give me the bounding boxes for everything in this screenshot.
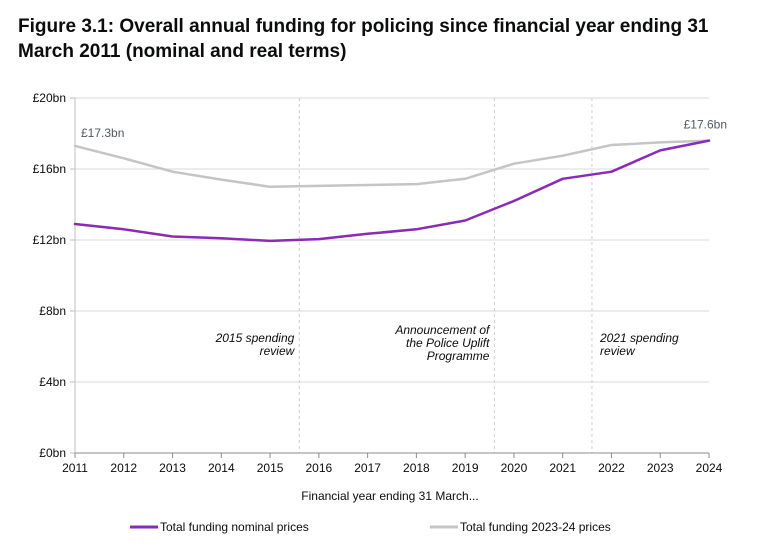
y-tick-label: £20bn	[33, 91, 66, 105]
legend: Total funding nominal prices Total fundin…	[130, 520, 611, 534]
x-tick-label: 2022	[598, 461, 625, 475]
x-tick-label: 2015	[257, 461, 284, 475]
annotation-text: 2021 spending	[599, 331, 679, 345]
x-tick-label: 2018	[403, 461, 430, 475]
y-tick-label: £4bn	[39, 375, 66, 389]
axes: £0bn £4bn £8bn £12bn £16bn £20bn 2011 2012 2013 2…	[33, 91, 723, 503]
y-tick-label: £8bn	[39, 304, 66, 318]
x-tick-label: 2011	[62, 461, 88, 475]
legend-label: Total funding nominal prices	[160, 520, 309, 534]
x-tick-label: 2019	[452, 461, 479, 475]
annotation-text: review	[600, 344, 636, 358]
chart-title: Figure 3.1: Overall annual funding for p…	[18, 16, 709, 62]
y-tick-label: £16bn	[33, 162, 66, 176]
x-tick-label: 2014	[208, 461, 235, 475]
gridlines	[75, 97, 709, 383]
x-tick-label: 2021	[549, 461, 576, 475]
annotation-text: review	[260, 344, 296, 358]
data-label: £17.6bn	[684, 118, 727, 132]
data-label: £17.3bn	[81, 126, 124, 140]
x-tick-label: 2017	[354, 461, 381, 475]
legend-label: Total funding 2023-24 prices	[460, 520, 611, 534]
data-labels: £17.3bn £17.6bn	[81, 118, 727, 140]
series	[73, 139, 711, 243]
y-tick-label: £12bn	[33, 233, 66, 247]
annotation-text: 2015 spending	[215, 331, 295, 345]
x-tick-label: 2023	[647, 461, 674, 475]
x-tick-label: 2024	[696, 461, 723, 475]
x-tick-label: 2012	[110, 461, 137, 475]
y-tick-label: £0bn	[39, 446, 66, 460]
series-line	[73, 139, 711, 189]
annotation-text: Announcement of	[394, 323, 491, 337]
x-tick-label: 2016	[305, 461, 332, 475]
x-axis-title: Financial year ending 31 March...	[301, 489, 478, 503]
annotation-text: Programme	[427, 349, 490, 363]
x-tick-label: 2020	[501, 461, 528, 475]
x-tick-label: 2013	[159, 461, 186, 475]
annotation-text: the Police Uplift	[406, 336, 490, 350]
series-line	[73, 139, 711, 243]
